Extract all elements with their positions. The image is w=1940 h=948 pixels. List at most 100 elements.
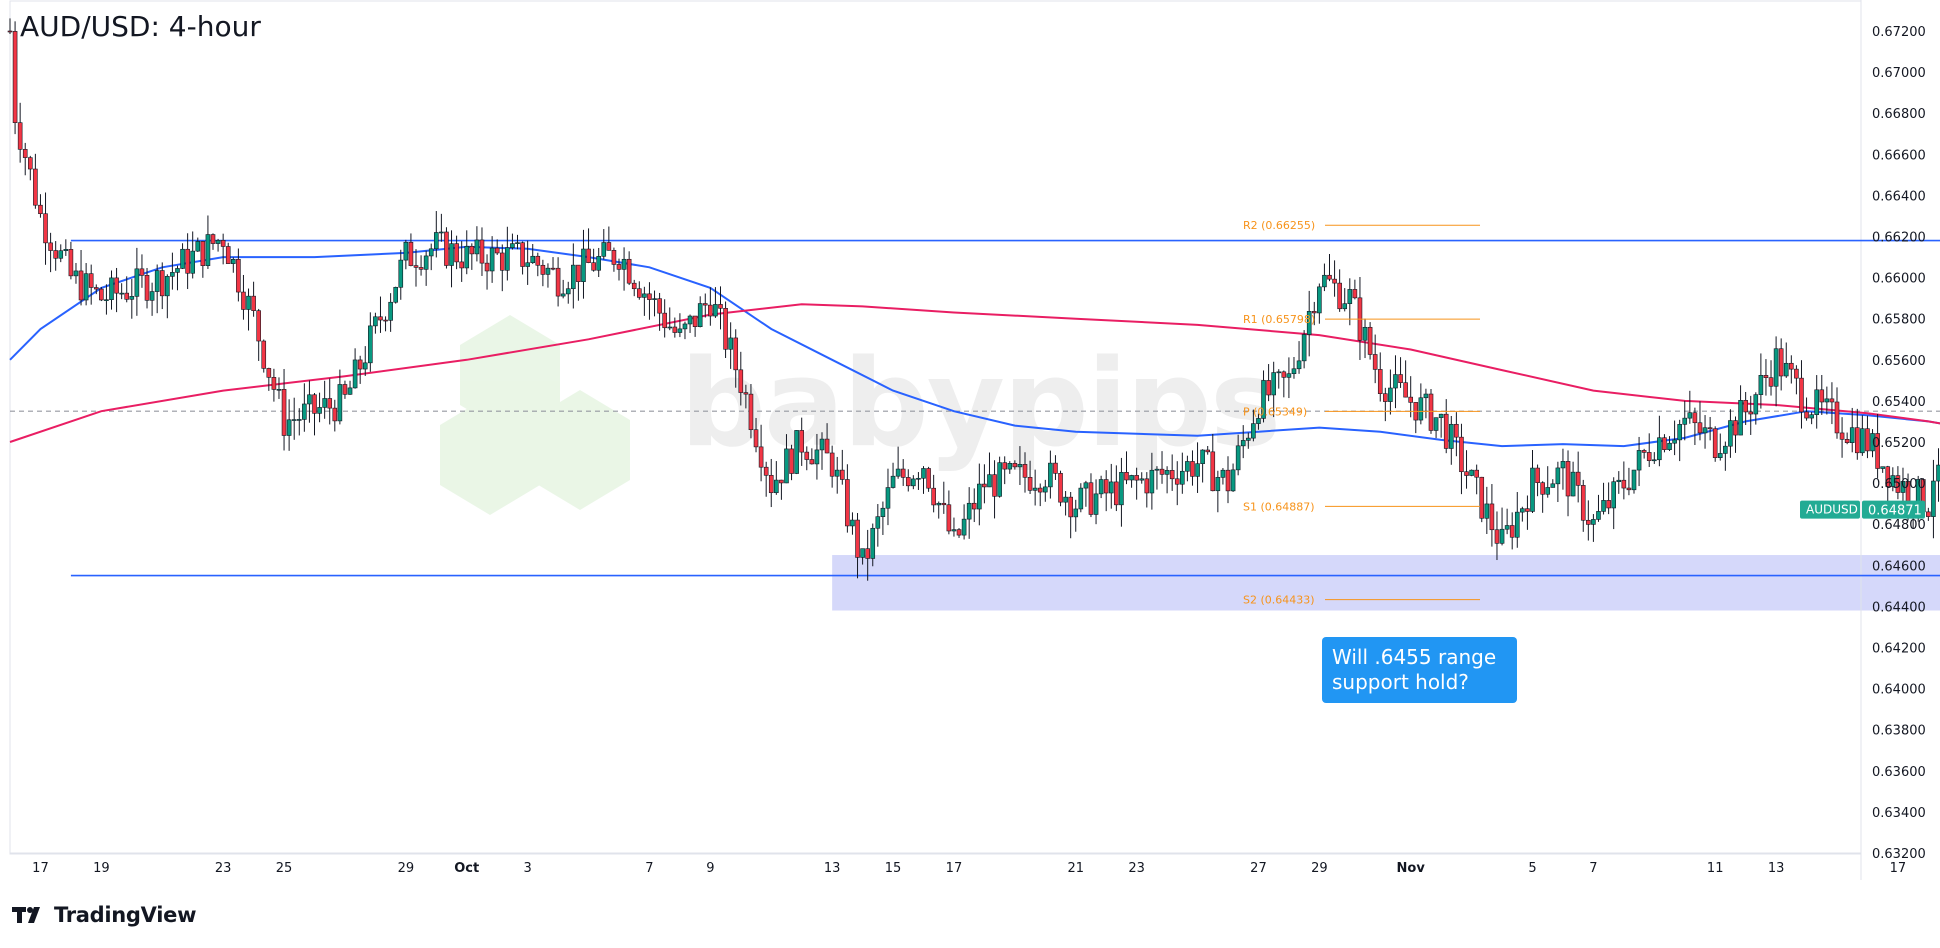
candle[interactable] — [160, 262, 164, 309]
candle[interactable] — [627, 251, 631, 285]
candle[interactable] — [1419, 383, 1423, 424]
candle[interactable] — [262, 339, 266, 372]
candle[interactable] — [297, 408, 301, 435]
candle[interactable] — [1470, 469, 1474, 476]
candle[interactable] — [967, 487, 971, 539]
candle[interactable] — [1739, 385, 1743, 435]
candle[interactable] — [845, 464, 849, 532]
candle[interactable] — [18, 103, 22, 163]
candle[interactable] — [1708, 417, 1712, 440]
candle[interactable] — [1576, 452, 1580, 503]
candle[interactable] — [1282, 370, 1286, 397]
candle[interactable] — [399, 250, 403, 300]
candle[interactable] — [206, 215, 210, 268]
candle[interactable] — [363, 346, 367, 376]
candle[interactable] — [318, 393, 322, 423]
candle[interactable] — [241, 275, 245, 320]
candle[interactable] — [886, 469, 890, 525]
candle[interactable] — [1784, 342, 1788, 377]
candle[interactable] — [708, 287, 712, 325]
candle[interactable] — [1363, 319, 1367, 358]
candle[interactable] — [54, 241, 58, 271]
candle[interactable] — [1099, 476, 1103, 498]
candle[interactable] — [1612, 477, 1616, 529]
candle[interactable] — [1079, 483, 1083, 512]
candle[interactable] — [653, 291, 657, 317]
candle[interactable] — [1485, 487, 1489, 534]
candle[interactable] — [647, 282, 651, 320]
candle[interactable] — [1328, 254, 1332, 281]
candle[interactable] — [1678, 420, 1682, 461]
candle[interactable] — [1571, 462, 1575, 497]
candle[interactable] — [33, 154, 37, 209]
candle[interactable] — [1358, 277, 1362, 360]
candle[interactable] — [1094, 479, 1098, 524]
candle[interactable] — [1074, 500, 1078, 532]
candle[interactable] — [1602, 483, 1606, 515]
candle[interactable] — [450, 230, 454, 287]
candle[interactable] — [221, 234, 225, 265]
candle[interactable] — [571, 243, 575, 308]
candle[interactable] — [490, 236, 494, 283]
candle[interactable] — [1703, 415, 1707, 449]
candle[interactable] — [302, 383, 306, 431]
candle[interactable] — [1531, 450, 1535, 513]
candle[interactable] — [1688, 391, 1692, 424]
candle[interactable] — [1505, 509, 1509, 534]
candle[interactable] — [247, 289, 251, 331]
candle[interactable] — [1155, 466, 1159, 489]
candle[interactable] — [277, 377, 281, 399]
candle[interactable] — [1495, 511, 1499, 560]
candle[interactable] — [470, 243, 474, 270]
candle[interactable] — [1038, 483, 1042, 506]
candle[interactable] — [89, 265, 93, 305]
candle[interactable] — [1789, 355, 1793, 383]
candle[interactable] — [937, 501, 941, 518]
candle[interactable] — [1439, 414, 1443, 438]
candle[interactable] — [1794, 365, 1798, 394]
candle[interactable] — [932, 475, 936, 512]
candle[interactable] — [922, 466, 926, 494]
candle[interactable] — [663, 299, 667, 337]
candle[interactable] — [1302, 330, 1306, 368]
candle[interactable] — [1840, 417, 1844, 458]
candle[interactable] — [1779, 338, 1783, 390]
candle[interactable] — [693, 316, 697, 337]
candle[interactable] — [28, 156, 32, 180]
candle[interactable] — [1607, 482, 1611, 514]
candle[interactable] — [394, 287, 398, 304]
candle[interactable] — [1084, 481, 1088, 507]
candle[interactable] — [1317, 283, 1321, 323]
candle[interactable] — [44, 192, 48, 264]
candle[interactable] — [1459, 424, 1463, 494]
candle[interactable] — [1475, 465, 1479, 495]
candle[interactable] — [1287, 357, 1291, 398]
candle[interactable] — [911, 475, 915, 489]
candle[interactable] — [444, 227, 448, 268]
candle[interactable] — [368, 312, 372, 371]
candle[interactable] — [1668, 436, 1672, 451]
candle[interactable] — [1541, 481, 1545, 513]
candle[interactable] — [110, 271, 114, 310]
candle[interactable] — [1551, 479, 1555, 487]
candle[interactable] — [1586, 500, 1590, 540]
candle[interactable] — [231, 257, 235, 272]
candle[interactable] — [59, 244, 63, 262]
candle[interactable] — [1622, 461, 1626, 499]
candle[interactable] — [962, 504, 966, 539]
candle[interactable] — [373, 313, 377, 334]
candle[interactable] — [358, 356, 362, 384]
candle[interactable] — [1383, 388, 1387, 421]
tradingview-brand[interactable]: TradingView — [12, 900, 196, 930]
candle[interactable] — [287, 399, 291, 451]
candle[interactable] — [23, 143, 27, 175]
candle[interactable] — [333, 400, 337, 432]
candle[interactable] — [1388, 369, 1392, 414]
candle[interactable] — [1865, 416, 1869, 458]
candle[interactable] — [38, 194, 42, 218]
candle[interactable] — [170, 253, 174, 290]
candle[interactable] — [475, 226, 479, 261]
candle[interactable] — [120, 283, 124, 299]
candle[interactable] — [536, 253, 540, 276]
candle[interactable] — [1297, 341, 1301, 374]
